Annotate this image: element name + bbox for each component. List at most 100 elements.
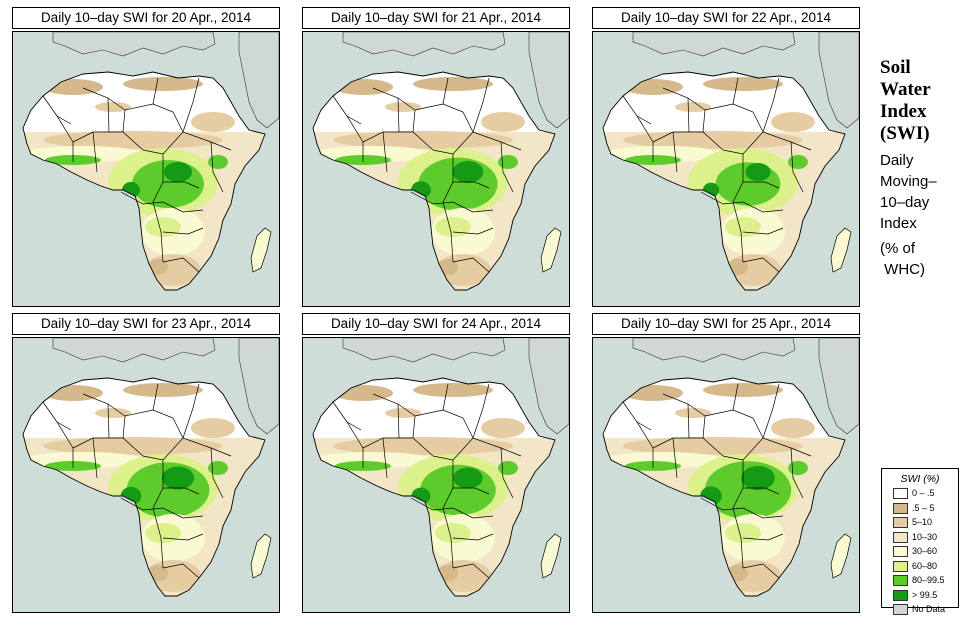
legend-label: 5–10	[912, 517, 933, 527]
madagascar	[830, 533, 852, 579]
coastline	[602, 71, 846, 291]
panel-title: Daily 10–day SWI for 25 Apr., 2014	[592, 313, 860, 335]
country-border	[742, 563, 780, 579]
moisture-zone	[413, 383, 493, 397]
legend-label: 30–60	[912, 546, 938, 556]
legend-swatch	[893, 488, 908, 499]
panel-title: Daily 10–day SWI for 22 Apr., 2014	[592, 7, 860, 29]
country-border	[152, 201, 164, 263]
legend-swatch	[893, 502, 908, 514]
coastline	[22, 377, 266, 597]
europe-landmass	[52, 32, 216, 57]
legend-swatch	[893, 575, 908, 586]
africa-swi-map	[13, 338, 279, 612]
legend-label: 10–30	[912, 531, 938, 542]
country-border	[452, 227, 494, 235]
moisture-zone	[725, 523, 761, 543]
index-title-line: (SWI)	[880, 123, 930, 144]
legend-label: No Data	[912, 604, 946, 614]
panel-title: Daily 10–day SWI for 21 Apr., 2014	[302, 7, 570, 29]
moisture-zone	[741, 466, 775, 490]
country-border	[362, 131, 434, 151]
arabia-landmass	[528, 32, 569, 129]
index-description-line: 10–day	[880, 194, 930, 211]
moisture-zone	[95, 102, 131, 112]
country-border	[432, 437, 522, 461]
moisture-zone	[145, 523, 181, 543]
moisture-zone	[385, 102, 421, 112]
country-border	[452, 533, 494, 541]
index-title: Soil Water Index (SWI)	[880, 57, 960, 145]
moisture-zone	[164, 162, 192, 182]
coastline	[312, 71, 556, 291]
africa-swi-map	[13, 32, 279, 306]
legend-title: SWI (%)	[900, 473, 940, 485]
country-border	[700, 191, 784, 213]
index-unit: (% of WHC)	[880, 238, 964, 280]
moisture-zone	[43, 131, 223, 149]
legend-swatch	[893, 589, 908, 601]
country-border	[762, 77, 780, 133]
moisture-zone	[498, 155, 518, 169]
country-border	[732, 77, 739, 105]
moisture-zone	[481, 112, 525, 132]
africa-swi-map	[303, 32, 569, 306]
moisture-zone	[788, 155, 808, 169]
country-border	[362, 437, 434, 457]
index-description-line: Daily	[880, 152, 914, 169]
index-unit-line: (% of	[880, 240, 916, 257]
country-border	[120, 191, 204, 213]
country-border	[500, 447, 514, 499]
country-border	[162, 257, 200, 273]
legend-swatch	[893, 531, 908, 543]
country-border	[372, 393, 416, 439]
country-border	[742, 227, 784, 235]
legend-swatch	[893, 560, 908, 572]
moisture-zone	[725, 217, 761, 237]
country-border	[442, 77, 449, 105]
country-border	[452, 563, 490, 579]
legend-row: 10–30	[882, 531, 958, 546]
madagascar	[540, 227, 562, 273]
country-border	[652, 131, 724, 151]
map-panel: Daily 10–day SWI for 25 Apr., 2014	[592, 313, 860, 613]
country-border	[652, 437, 724, 457]
country-border	[762, 383, 780, 439]
moisture-zone	[413, 77, 493, 91]
europe-landmass	[342, 32, 506, 57]
country-border	[92, 437, 98, 479]
country-border	[704, 103, 764, 133]
europe-landmass	[632, 32, 796, 57]
country-border	[142, 437, 232, 461]
legend-swatch	[893, 604, 908, 615]
map-panel: Daily 10–day SWI for 22 Apr., 2014	[592, 7, 860, 307]
legend-row: 30–60	[882, 545, 958, 560]
index-title-line: Soil	[880, 57, 911, 78]
moisture-zone	[435, 217, 471, 237]
country-border	[662, 87, 706, 133]
moisture-zone	[745, 163, 771, 181]
moisture-zone	[333, 131, 513, 149]
country-border	[346, 115, 362, 125]
madagascar	[250, 227, 272, 273]
legend-label: 0 – .5	[912, 488, 935, 498]
country-border	[722, 131, 812, 155]
madagascar	[250, 533, 272, 579]
country-border	[346, 421, 362, 431]
legend-label: .5 – 5	[912, 502, 935, 513]
legend-label: 80–99.5	[912, 575, 945, 585]
arabia-landmass	[528, 338, 569, 435]
map-panel: Daily 10–day SWI for 20 Apr., 2014	[12, 7, 280, 307]
country-border	[672, 131, 678, 173]
index-description-line: Index	[880, 215, 917, 232]
arabia-landmass	[818, 338, 859, 435]
moisture-zone	[435, 523, 471, 543]
country-border	[56, 115, 72, 125]
country-border	[732, 383, 739, 411]
moisture-zone	[333, 437, 513, 455]
country-border	[82, 393, 126, 439]
moisture-zone	[123, 383, 203, 397]
moisture-zone	[208, 155, 228, 169]
country-border	[790, 141, 804, 193]
country-border	[743, 487, 780, 495]
